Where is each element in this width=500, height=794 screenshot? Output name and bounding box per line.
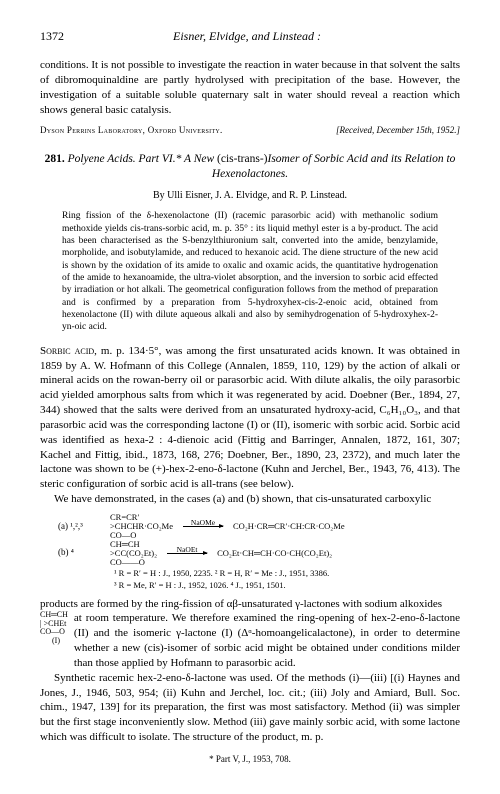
article-number: 281. [45, 153, 65, 165]
scheme-row-b: (b) ⁴ CH═CH >CC(CO₂Et)₂ CO——O NaOEt CO₂E… [58, 540, 460, 567]
page-number: 1372 [40, 28, 64, 44]
note-1: ¹ R = R′ = H : J., 1950, 2235. ² R = H, … [114, 568, 460, 579]
arrow-b: NaOEt [167, 553, 207, 554]
struct-b-left: CH═CH >CC(CO₂Et)₂ CO——O [110, 540, 157, 567]
received-date: [Received, December 15th, 1952.] [336, 124, 460, 136]
note-2: ³ R = Me, R′ = H : J., 1952, 1026. ⁴ J.,… [114, 580, 460, 591]
scheme-notes: ¹ R = R′ = H : J., 1950, 2235. ² R = H, … [114, 568, 460, 590]
affiliation: Dyson Perrins Laboratory, Oxford Univers… [40, 124, 223, 136]
prev-article-tail: conditions. It is not possible to invest… [40, 58, 460, 117]
authors: By Ulli Eisner, J. A. Elvidge, and R. P.… [40, 189, 460, 203]
scheme-row-a: (a) ¹,²,³ CR=CR′ >CHCHR·CO₂Me CO—O NaOMe… [58, 513, 460, 540]
body-paragraph-1: Sorbic acid, m. p. 134·5°, was among the… [40, 344, 460, 492]
body-paragraph-3: Synthetic racemic hex-2-eno-δ-lactone wa… [40, 671, 460, 745]
author-names: By Ulli Eisner, J. A. Elvidge, and R. P.… [153, 190, 347, 201]
page-header: 1372 Eisner, Elvidge, and Linstead : [40, 28, 460, 44]
struct-a-right: CO₂H·CR═CR′·CH:CR·CO₂Me [233, 522, 345, 531]
lead-word: Sorbic acid [40, 345, 94, 357]
reaction-scheme: (a) ¹,²,³ CR=CR′ >CHCHR·CO₂Me CO—O NaOMe… [58, 513, 460, 591]
para1-body: , m. p. 134·5°, was among the first unsa… [40, 345, 460, 491]
body-paragraph-1c: We have demonstrated, in the cases (a) a… [40, 492, 460, 507]
article-title: 281. Polyene Acids. Part VI.* A New (cis… [40, 152, 460, 183]
scheme-label-b: (b) ⁴ [58, 546, 102, 560]
running-title: Eisner, Elvidge, and Linstead : [64, 28, 430, 44]
title-part-1: Polyene Acids. Part VI.* A New [68, 153, 217, 165]
affiliation-row: Dyson Perrins Laboratory, Oxford Univers… [40, 124, 460, 136]
inline-struct: CH═CH | >CHEt CO—O (I) [40, 611, 68, 645]
inline-structure-row: CH═CH | >CHEt CO—O (I) at room temperatu… [40, 611, 460, 670]
scheme-label-a: (a) ¹,²,³ [58, 520, 102, 534]
body-paragraph-2a: products are formed by the ring-fission … [40, 597, 460, 612]
title-plain: (cis-trans-) [217, 153, 267, 165]
body-paragraph-2b: at room temperature. We therefore examin… [74, 611, 460, 670]
struct-b-right: CO₂Et·CH═CH·CO·CH(CO₂Et)₂ [217, 549, 332, 558]
arrow-a: NaOMe [183, 526, 223, 527]
footnote: * Part V, J., 1953, 708. [40, 753, 460, 765]
abstract: Ring fission of the δ-hexenolactone (II)… [62, 210, 438, 333]
struct-a-left: CR=CR′ >CHCHR·CO₂Me CO—O [110, 513, 173, 540]
